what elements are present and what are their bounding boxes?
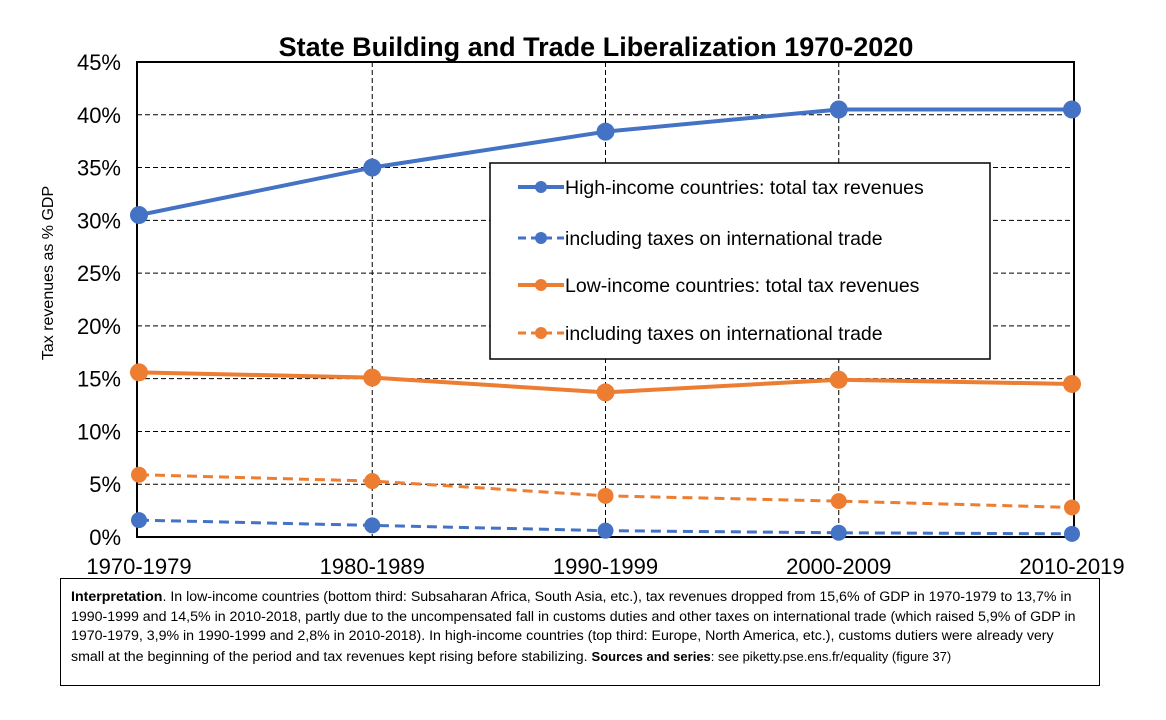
y-tick-label: 20%	[77, 314, 121, 339]
data-point	[597, 487, 614, 504]
data-point	[1063, 374, 1081, 393]
y-tick-label: 40%	[77, 103, 121, 128]
data-point	[130, 206, 148, 225]
data-point	[830, 493, 847, 510]
sources-text: : see piketty.pse.ens.fr/equality (figur…	[710, 648, 952, 664]
data-point	[596, 383, 615, 402]
series-4	[131, 466, 1080, 516]
interpretation-note: Interpretation. In low-income countries …	[60, 578, 1100, 686]
y-tick-label: 5%	[89, 472, 121, 497]
legend-label: including taxes on international trade	[565, 323, 883, 345]
data-point	[364, 473, 381, 490]
legend-marker	[535, 327, 547, 339]
legend-item: including taxes on international trade	[518, 228, 883, 250]
x-tick-label: 1980-1989	[320, 554, 425, 578]
series-group	[130, 100, 1081, 542]
y-tick-label: 0%	[89, 525, 121, 550]
x-tick-label: 2010-2019	[1019, 554, 1124, 578]
y-tick-label: 30%	[77, 208, 121, 233]
y-axis-ticks: 0% 5% 10% 15% 20% 25% 30% 35% 40% 45%	[77, 50, 121, 550]
x-axis-ticks: 1970-1979 1980-1989 1990-1999 2000-2009 2010…	[86, 554, 1124, 578]
legend-marker	[535, 232, 547, 244]
data-point	[829, 370, 848, 389]
y-tick-label: 10%	[77, 419, 121, 444]
legend-item: including taxes on international trade	[518, 323, 883, 345]
data-point	[131, 466, 147, 483]
data-point	[363, 368, 382, 387]
data-point	[597, 522, 614, 539]
series-1	[130, 100, 1081, 225]
interpretation-label: Interpretation	[71, 589, 163, 605]
legend-label: Low-income countries: total tax revenues	[565, 275, 920, 297]
data-point	[830, 524, 847, 541]
data-point	[1063, 100, 1081, 119]
series-3	[130, 363, 1081, 402]
legend-marker	[535, 279, 547, 291]
chart-title: State Building and Trade Liberalization …	[279, 32, 914, 62]
x-tick-label: 1970-1979	[86, 554, 191, 578]
y-tick-label: 15%	[77, 367, 121, 392]
legend-box	[489, 162, 991, 360]
y-tick-label: 25%	[77, 261, 121, 286]
legend-item: Low-income countries: total tax revenues	[518, 275, 920, 297]
data-point	[363, 158, 382, 177]
x-tick-label: 1990-1999	[553, 554, 658, 578]
data-point	[596, 122, 615, 141]
x-tick-label: 2000-2009	[786, 554, 891, 578]
legend-item: High-income countries: total tax revenue…	[518, 177, 924, 199]
y-axis-label: Tax revenues as % GDP	[40, 186, 57, 360]
legend-label: including taxes on international trade	[565, 228, 883, 250]
data-point	[131, 512, 147, 529]
series-2	[131, 512, 1080, 542]
sources-label: Sources and series	[591, 648, 711, 664]
y-tick-label: 45%	[77, 50, 121, 75]
data-point	[364, 517, 381, 534]
legend-label: High-income countries: total tax revenue…	[565, 177, 924, 199]
line-chart: State Building and Trade Liberalization …	[40, 32, 1125, 578]
data-point	[1064, 499, 1080, 516]
legend: High-income countries: total tax revenue…	[489, 162, 991, 360]
data-point	[829, 100, 848, 119]
y-tick-label: 35%	[77, 156, 121, 181]
data-point	[130, 363, 148, 382]
interpretation-text: . In low-income countries (bottom third:…	[71, 589, 1076, 665]
data-point	[1064, 525, 1080, 542]
legend-marker	[535, 181, 547, 193]
